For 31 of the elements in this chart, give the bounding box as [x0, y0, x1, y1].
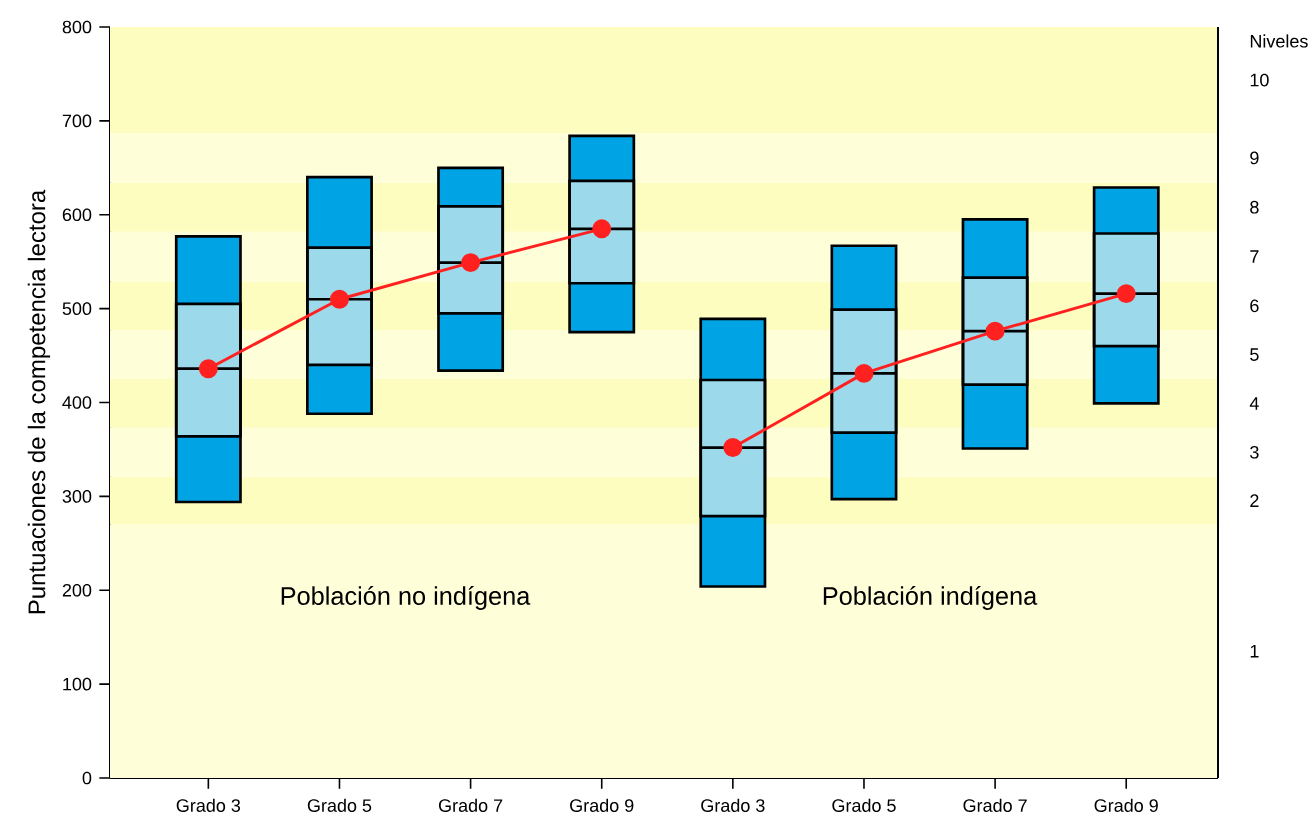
- band-label: 3: [1250, 445, 1259, 459]
- y-tick-label: 500: [62, 302, 92, 315]
- y-tick-label: 400: [62, 396, 92, 409]
- y-tick-label: 100: [63, 677, 92, 691]
- x-tick-label: Grado 3: [176, 798, 241, 812]
- y-tick-label: 0: [82, 771, 92, 785]
- y-axis-title: Puntuaciones de la competencia lectora: [27, 189, 51, 614]
- annotation: Población no indígena: [281, 586, 531, 610]
- band-label: 5: [1250, 348, 1259, 361]
- band-label: 1: [1250, 645, 1259, 658]
- band-label: 9: [1250, 151, 1259, 165]
- band-label: 6: [1250, 299, 1259, 313]
- y-tick-label: 300: [62, 490, 92, 503]
- annotation: Población indígena: [823, 586, 1038, 610]
- x-tick-label: Grado 5: [832, 798, 896, 812]
- x-tick-label: Grado 3: [701, 798, 765, 812]
- band-label: 10: [1250, 73, 1269, 87]
- y-tick-label: 200: [62, 583, 92, 597]
- y-tick-label: 800: [62, 20, 92, 34]
- band-label: 4: [1249, 397, 1259, 410]
- band-label: 8: [1250, 200, 1259, 214]
- y-tick-label: 700: [62, 114, 92, 128]
- x-tick-label: Grado 5: [307, 798, 372, 812]
- band-label: 7: [1250, 250, 1259, 263]
- x-tick-label: Grado 7: [438, 798, 503, 812]
- x-tick-label: Grado 9: [570, 798, 634, 812]
- band-label: 2: [1250, 494, 1259, 507]
- x-tick-label: Grado 9: [1094, 798, 1158, 812]
- y2-axis-title: Niveles: [1250, 34, 1308, 48]
- y-tick-label: 600: [62, 208, 92, 222]
- x-tick-label: Grado 7: [963, 798, 1027, 812]
